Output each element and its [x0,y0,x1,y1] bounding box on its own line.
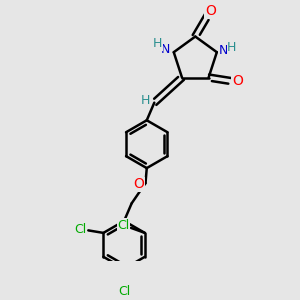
Text: Cl: Cl [74,223,86,236]
Text: N: N [218,44,228,57]
Text: O: O [232,74,243,88]
Text: Cl: Cl [117,219,130,232]
Text: O: O [133,178,144,191]
Text: H: H [227,41,237,54]
Text: O: O [205,4,216,18]
Text: Cl: Cl [118,285,130,298]
Text: H: H [141,94,150,107]
Text: N: N [160,43,170,56]
Text: H: H [153,37,162,50]
